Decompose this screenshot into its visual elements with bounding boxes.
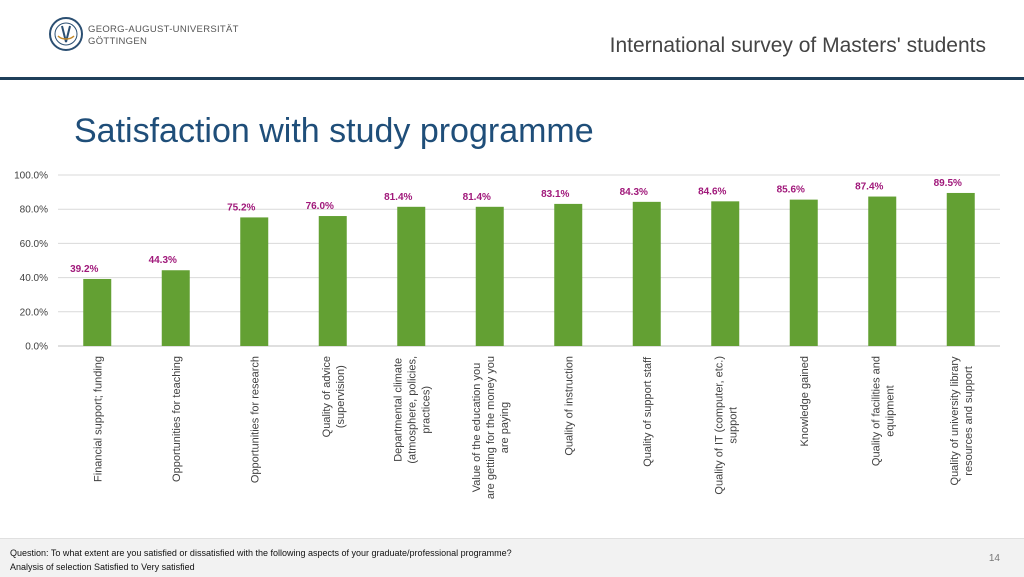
university-logo: GEORG-AUGUST-UNIVERSITÄT GÖTTINGEN: [48, 16, 248, 64]
x-tick-label-line: Quality of support staff: [642, 356, 654, 467]
y-tick-label: 0.0%: [25, 342, 48, 353]
bar: [789, 199, 818, 346]
bar: [946, 192, 975, 346]
data-label: 83.1%: [541, 189, 569, 200]
y-tick-label: 40.0%: [20, 273, 48, 284]
bar: [397, 206, 426, 346]
y-tick-label: 80.0%: [20, 205, 48, 216]
analysis-note: Analysis of selection Satisfied to Very …: [10, 562, 195, 572]
data-label: 44.3%: [149, 255, 177, 266]
x-tick-label: Financial support; funding: [92, 356, 104, 482]
x-tick-label: Quality of university library resources a…: [949, 356, 975, 485]
x-tick-label-line: resources and support: [963, 366, 975, 475]
x-tick-label-line: Departmental climate: [392, 358, 404, 462]
bar: [868, 196, 897, 346]
x-tick-label: Value of the education you are getting fo…: [471, 356, 511, 499]
bar: [83, 278, 112, 346]
chart-gridlines: [58, 174, 1000, 347]
x-tick-label: Quality of advice (supervision): [321, 356, 347, 437]
slide-footer: Question: To what extent are you satisfi…: [0, 538, 1024, 577]
x-tick-label-line: Quality of facilities and: [870, 356, 882, 466]
x-tick-label: Departmental climate (atmosphere, policie…: [392, 356, 432, 464]
x-tick-label-line: are paying: [499, 402, 511, 453]
bar: [632, 201, 661, 346]
slide-title: Satisfaction with study programme: [74, 112, 594, 150]
x-tick-label-line: Knowledge gained: [799, 356, 811, 447]
bar: [554, 203, 583, 346]
slide-header: GEORG-AUGUST-UNIVERSITÄT GÖTTINGEN Inter…: [0, 0, 1024, 80]
x-tick-label: Quality of instruction: [563, 356, 575, 456]
chart-bars: [83, 192, 975, 346]
y-axis-tick-labels: 0.0% 20.0% 40.0% 60.0% 80.0% 100.0%: [14, 171, 48, 353]
x-tick-label: Quality of support staff: [642, 356, 654, 467]
x-tick-label-line: Quality of university library: [949, 356, 961, 485]
data-label: 39.2%: [70, 264, 98, 275]
data-label: 84.6%: [698, 186, 726, 197]
x-tick-label: Knowledge gained: [799, 356, 811, 447]
bar: [318, 216, 347, 346]
data-label: 84.3%: [620, 187, 648, 198]
data-label: 81.4%: [463, 192, 491, 203]
data-label: 85.6%: [777, 185, 805, 196]
bar: [161, 270, 190, 346]
bar: [240, 217, 269, 346]
x-tick-label-line: Opportunities for research: [249, 356, 261, 483]
x-tick-label-line: Opportunities for teaching: [171, 356, 183, 482]
y-tick-label: 100.0%: [14, 171, 48, 182]
x-tick-label-line: Quality of IT (computer, etc.): [713, 356, 725, 495]
bar: [711, 201, 740, 346]
x-tick-label-line: (atmosphere, policies,: [406, 356, 418, 464]
page-number: 14: [988, 553, 1000, 564]
x-tick-label-line: Financial support; funding: [92, 356, 104, 482]
y-tick-label: 60.0%: [20, 239, 48, 250]
x-tick-label-line: support: [727, 407, 739, 444]
x-tick-label: Opportunities for research: [249, 356, 261, 483]
x-tick-label-line: are getting for the money you: [485, 356, 497, 499]
x-tick-label-line: equipment: [884, 385, 896, 436]
chart-data-labels: 39.2% 44.3% 75.2% 76.0% 81.4% 81.4% 83.1% 84.3%…: [70, 178, 962, 275]
university-name-line2: GÖTTINGEN: [88, 36, 148, 47]
data-label: 75.2%: [227, 202, 255, 213]
header-divider: [0, 77, 1024, 80]
x-tick-label-line: practices): [420, 386, 432, 434]
x-tick-label: Opportunities for teaching: [171, 356, 183, 482]
satisfaction-bar-chart: 0.0% 20.0% 40.0% 60.0% 80.0% 100.0% 39.2% 44.3…: [14, 171, 1000, 499]
university-name-line1: GEORG-AUGUST-UNIVERSITÄT: [88, 24, 239, 35]
data-label: 87.4%: [855, 182, 883, 193]
y-tick-label: 20.0%: [20, 307, 48, 318]
x-tick-label-line: Quality of instruction: [563, 356, 575, 456]
survey-title: International survey of Masters' student…: [609, 34, 986, 57]
x-tick-label-line: Quality of advice: [321, 356, 333, 437]
survey-question-text: Question: To what extent are you satisfi…: [10, 548, 512, 558]
data-label: 89.5%: [934, 178, 962, 189]
x-tick-label-line: (supervision): [335, 365, 347, 428]
university-seal-icon: [49, 17, 83, 51]
x-axis-category-labels: Financial support; funding Opportunities …: [92, 356, 975, 499]
data-label: 76.0%: [306, 201, 334, 212]
x-tick-label: Quality of IT (computer, etc.) support: [713, 356, 739, 495]
bar: [475, 206, 504, 346]
university-name: GEORG-AUGUST-UNIVERSITÄT GÖTTINGEN: [88, 24, 239, 48]
x-tick-label: Quality of facilities and equipment: [870, 356, 896, 466]
data-label: 81.4%: [384, 192, 412, 203]
x-tick-label-line: Value of the education you: [471, 363, 483, 492]
